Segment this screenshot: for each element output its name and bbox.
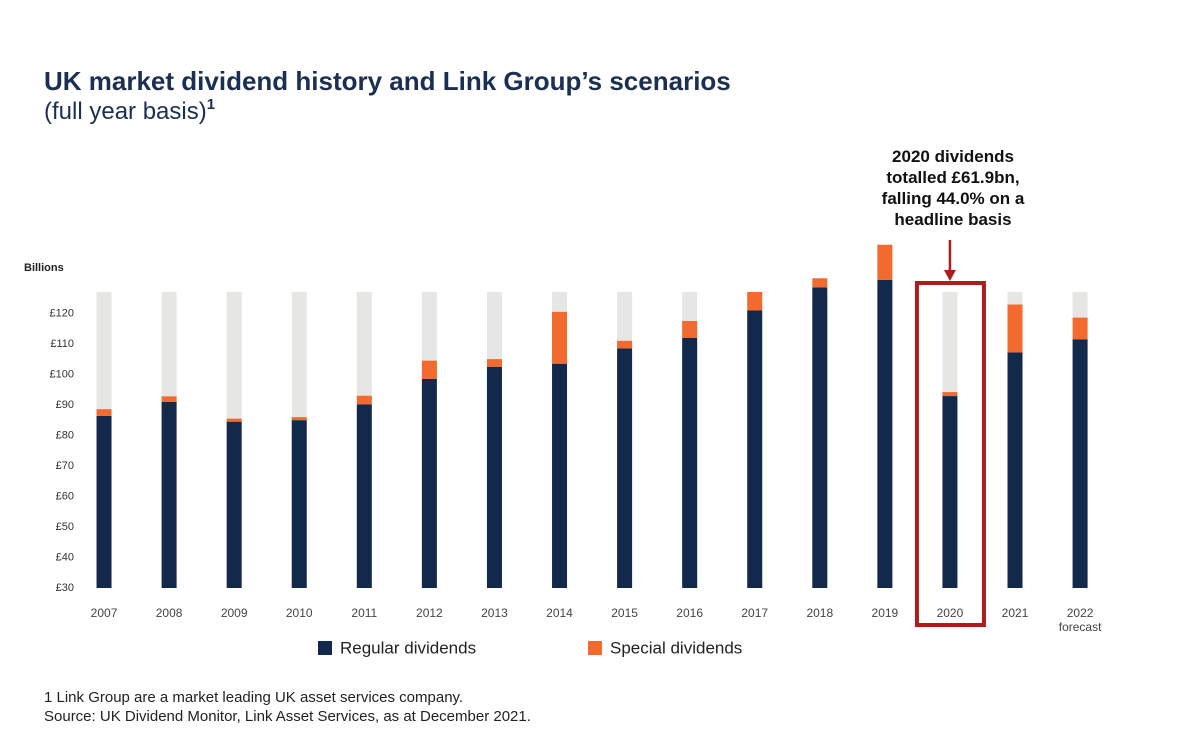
bar-segment [942,392,958,397]
x-tick-label: 2014 [546,606,573,620]
subtitle-text: (full year basis) [44,98,207,125]
x-tick-label: 2019 [871,606,899,620]
bar-segment [96,409,112,416]
bar-segment [421,360,437,379]
x-tick-label: 2020 [936,606,964,620]
bar-segment [877,244,893,280]
x-tick-label: 2018 [806,606,834,620]
bar-segment [161,401,177,588]
bar-segment [226,421,242,588]
y-tick-label: £80 [56,429,74,441]
bar-segment [747,292,763,311]
footnote: 1 Link Group are a market leading UK ass… [44,689,463,706]
highlight-box [914,281,986,627]
x-tick-label: 2008 [155,606,183,620]
chart-subtitle: (full year basis)1 [44,96,215,125]
x-tick-label: 2011 [351,606,378,620]
bar-segment [1072,339,1088,588]
footnote: Source: UK Dividend Monitor, Link Asset … [44,708,531,725]
y-axis-label: Billions [24,262,64,274]
x-tick-label: 2021 [1001,606,1029,620]
bar-segment [812,287,828,588]
y-tick-label: £30 [56,582,74,594]
annotation: 2020 dividends totalled £61.9bn, falling… [881,147,1025,229]
legend-label: Special dividends [610,638,742,657]
x-tick-label: 2010 [285,606,313,620]
arrow-head [943,270,956,281]
bar-segment [812,278,828,288]
x-tick-label: 2007 [90,606,118,620]
y-tick-label: £50 [56,521,74,533]
x-tick-label: 2017 [741,606,769,620]
bar-segment [682,320,698,338]
bar-segment [421,378,437,588]
bar-segment [356,395,372,405]
x-tick-label: 2009 [220,606,248,620]
y-tick-label: £70 [56,460,74,472]
subtitle-marker: 1 [207,96,215,113]
y-tick-label: £120 [50,307,74,319]
x-tick-label: 2022 forecast [1058,606,1102,634]
bar-segment [1007,352,1023,588]
bar-segment [942,396,958,588]
x-tick-label: 2015 [611,606,638,620]
bar-segment [486,359,502,367]
bar-segment [1072,317,1088,340]
bar-segment [877,279,893,588]
bar-segment [226,418,242,422]
bar-segment [291,420,307,588]
bar-segment [552,363,568,588]
y-tick-label: £40 [56,551,74,563]
x-tick-label: 2016 [676,606,703,620]
bar-segment [486,366,502,588]
y-tick-label: £60 [56,490,74,502]
bar-segment [552,311,568,364]
bar-segment [617,340,633,349]
x-tick-label: 2012 [416,606,443,620]
bar-segment [161,396,177,402]
y-tick-label: £110 [50,338,74,350]
bar-segment [617,348,633,588]
y-tick-label: £90 [56,399,74,411]
bar-segment [682,337,698,588]
bar-segment [1007,304,1023,353]
x-tick-label: 2013 [481,606,508,620]
bar-segment [747,310,763,588]
bar-segment [356,404,372,588]
bar-segment [291,417,307,421]
bar-segment [96,415,112,588]
chart-title: UK market dividend history and Link Grou… [44,66,731,96]
legend-swatch [318,641,332,655]
legend-swatch [588,641,602,655]
y-tick-label: £100 [50,368,74,380]
legend-label: Regular dividends [340,638,476,657]
